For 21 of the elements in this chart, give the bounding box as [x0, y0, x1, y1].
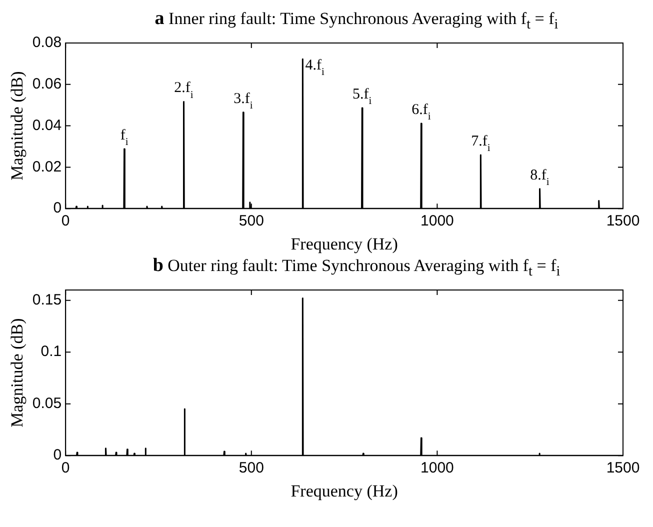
y-tick-label: 0.1 — [40, 343, 62, 360]
x-tick-label: 1000 — [420, 460, 454, 477]
y-tick-label: 0 — [53, 446, 62, 464]
x-tick-label: 1000 — [420, 212, 454, 230]
x-tick-label: 1500 — [606, 460, 640, 477]
y-tick-label: 0.05 — [32, 394, 62, 412]
x-axis-title: Frequency (Hz) — [290, 481, 398, 500]
chart-title: b Outer ring fault: Time Synchronous Averaging with f$_{t}$ = f$_{i}$ — [152, 255, 560, 280]
x-axis-title: Frequency (Hz) — [290, 234, 398, 254]
y-tick-label: 0.15 — [32, 291, 62, 308]
x-tick-label: 500 — [238, 212, 264, 230]
y-tick-label: 0.08 — [32, 34, 62, 52]
y-tick-label: 0.06 — [32, 76, 62, 93]
x-tick-label: 500 — [238, 460, 264, 477]
y-tick-label: 0.04 — [32, 116, 62, 134]
chart-title: a Inner ring fault: Time Synchronous Averaging with f$_{t}$ = f$_{i}$ — [154, 8, 558, 32]
y-axis-title: Magnitude (dB) — [8, 318, 27, 428]
y-tick-label: 0.02 — [32, 158, 62, 176]
x-tick-label: 1500 — [606, 212, 640, 230]
y-axis-title: Magnitude (dB) — [8, 71, 27, 180]
y-tick-label: 0 — [53, 200, 62, 217]
